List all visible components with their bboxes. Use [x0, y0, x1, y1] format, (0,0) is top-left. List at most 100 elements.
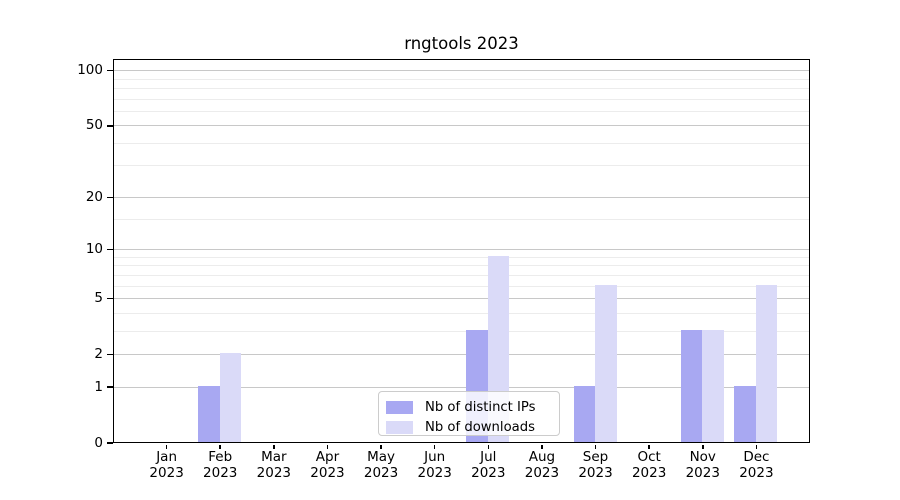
y-tick-label-20: 20	[85, 188, 103, 205]
x-tick-year: 2023	[471, 464, 506, 481]
gridline-minor-80	[114, 88, 809, 89]
x-tick-month: Oct	[637, 449, 661, 465]
legend-swatch-distinct-ips-icon	[386, 400, 413, 414]
x-tick-label-mar: Mar 2023	[242, 449, 306, 481]
gridline-major-2	[114, 353, 809, 355]
x-tick-month: Jan	[156, 449, 178, 465]
x-tick-month: May	[367, 449, 396, 465]
y-tick-10	[107, 248, 113, 251]
chart-title: rngtools 2023	[404, 34, 519, 53]
bar-downloads-feb	[219, 353, 242, 442]
x-tick-month: Aug	[528, 449, 556, 465]
legend-label-distinct-ips: Nb of distinct IPs	[425, 399, 536, 415]
x-tick-month: Sep	[582, 449, 609, 465]
y-tick-label-10: 10	[85, 241, 103, 258]
bar-distinct-ips-dec	[734, 386, 756, 442]
gridline-major-20	[114, 196, 809, 198]
x-tick-month: Jul	[480, 449, 497, 465]
y-tick-2	[107, 353, 113, 356]
y-tick-50	[107, 125, 113, 127]
x-tick-may	[380, 444, 382, 449]
gridline-minor-70	[114, 98, 809, 100]
x-tick-label-sep: Sep 2023	[564, 449, 628, 481]
x-tick-dec	[755, 444, 758, 449]
y-tick-label-0: 0	[94, 434, 103, 451]
y-tick-label-2: 2	[94, 345, 103, 362]
legend-item-downloads: Nb of downloads	[386, 417, 559, 437]
legend-label-downloads: Nb of downloads	[425, 419, 535, 435]
y-tick-5	[107, 297, 113, 300]
x-tick-oct	[648, 444, 650, 449]
x-tick-jul	[487, 444, 490, 449]
gridline-minor-15	[114, 218, 809, 220]
gridline-major-1	[114, 386, 809, 388]
y-tick-0	[107, 442, 113, 444]
gridline-minor-30	[114, 165, 809, 167]
x-tick-mar	[273, 444, 275, 449]
x-tick-label-jan: Jan 2023	[135, 449, 199, 481]
bar-downloads-sep	[595, 285, 617, 442]
x-tick-label-apr: Apr 2023	[295, 449, 359, 481]
x-tick-nov	[702, 444, 704, 449]
x-tick-month: Jun	[424, 449, 446, 465]
x-tick-label-jul: Jul 2023	[456, 449, 520, 481]
x-tick-year: 2023	[524, 464, 560, 481]
x-tick-feb	[219, 444, 221, 449]
x-tick-year: 2023	[310, 464, 345, 481]
x-tick-year: 2023	[739, 464, 774, 481]
x-tick-year: 2023	[417, 464, 452, 481]
gridline-minor-3	[114, 330, 809, 332]
legend-item-distinct-ips: Nb of distinct IPs	[386, 397, 559, 417]
x-tick-year: 2023	[578, 464, 613, 481]
x-tick-sep	[594, 444, 597, 449]
bar-downloads-nov	[702, 330, 724, 442]
x-tick-month: Apr	[315, 449, 340, 465]
legend-swatch-downloads-icon	[386, 420, 413, 434]
bar-distinct-ips-feb	[198, 386, 220, 442]
x-tick-month: Nov	[689, 449, 716, 465]
x-tick-label-jun: Jun 2023	[403, 449, 467, 481]
y-tick-label-50: 50	[85, 117, 103, 134]
gridline-minor-8	[114, 265, 809, 267]
x-tick-label-may: May 2023	[349, 449, 413, 481]
x-tick-year: 2023	[363, 464, 399, 481]
gridline-major-50	[114, 125, 809, 127]
gridline-minor-40	[114, 142, 809, 144]
gridline-minor-4	[114, 312, 809, 314]
x-tick-label-nov: Nov 2023	[671, 449, 735, 481]
gridline-major-10	[114, 249, 809, 251]
x-tick-jun	[433, 444, 436, 449]
y-tick-label-5: 5	[94, 289, 103, 306]
y-tick-1	[107, 386, 113, 388]
x-tick-label-dec: Dec 2023	[724, 449, 788, 481]
gridline-minor-90	[114, 78, 809, 80]
x-tick-year: 2023	[256, 464, 292, 481]
bar-distinct-ips-sep	[573, 386, 596, 442]
y-tick-label-100: 100	[77, 62, 103, 79]
x-tick-year: 2023	[203, 464, 238, 481]
gridline-minor-7	[114, 274, 809, 276]
plot-area	[113, 59, 810, 443]
x-tick-year: 2023	[631, 464, 667, 481]
x-tick-label-oct: Oct 2023	[617, 449, 681, 481]
x-tick-year: 2023	[685, 464, 720, 481]
y-tick-label-1: 1	[94, 378, 103, 395]
x-tick-apr	[326, 444, 329, 449]
x-tick-aug	[541, 444, 543, 449]
x-tick-label-aug: Aug 2023	[510, 449, 574, 481]
x-tick-label-feb: Feb 2023	[188, 449, 252, 481]
gridline-minor-9	[114, 256, 809, 258]
x-tick-month: Mar	[261, 449, 287, 465]
gridline-major-5	[114, 297, 809, 299]
x-tick-month: Feb	[208, 449, 233, 465]
legend: Nb of distinct IPs Nb of downloads	[378, 391, 560, 436]
gridline-minor-60	[114, 110, 809, 112]
y-tick-100	[107, 69, 113, 72]
bar-distinct-ips-nov	[680, 330, 703, 442]
x-tick-month: Dec	[743, 449, 770, 465]
gridline-minor-6	[114, 285, 809, 287]
x-tick-jan	[165, 444, 168, 449]
x-tick-year: 2023	[149, 464, 184, 481]
bar-downloads-dec	[755, 285, 778, 442]
